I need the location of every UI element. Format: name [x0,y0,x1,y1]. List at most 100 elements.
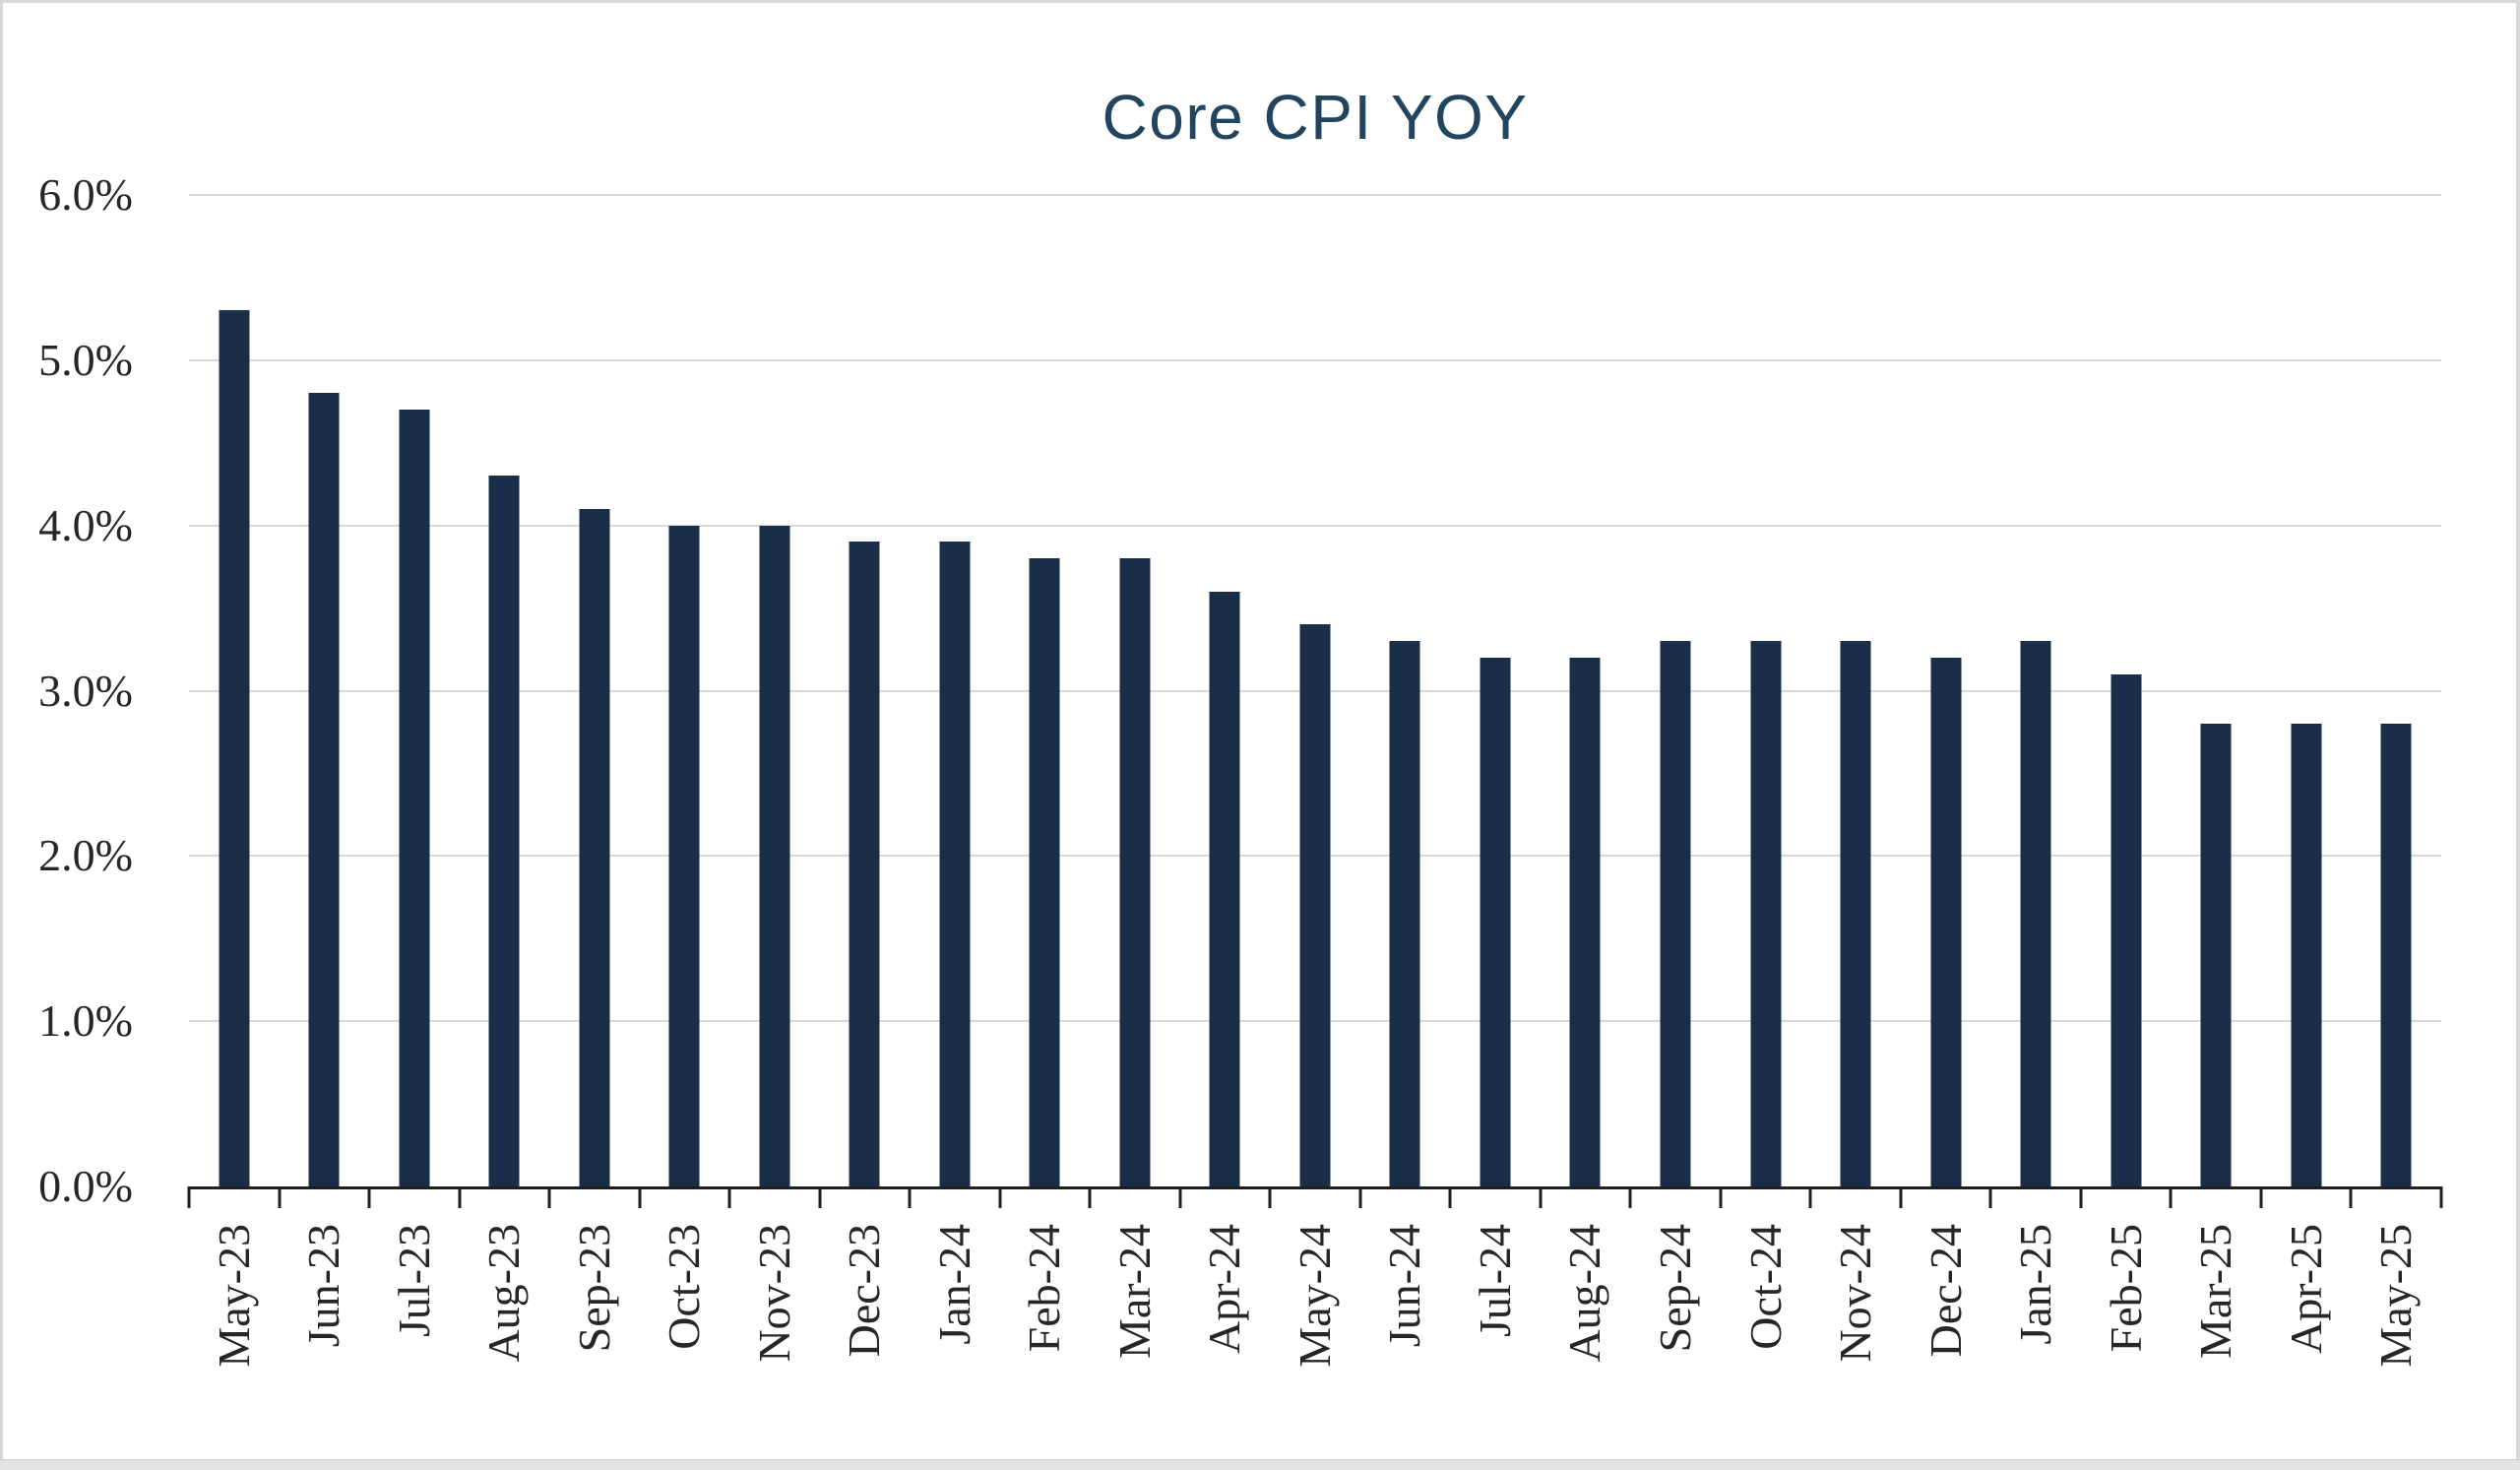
bar-Mar-25 [2200,724,2232,1186]
x-axis-tick-label: Jun-24 [1379,1224,1430,1348]
x-axis-tick-label: Mar-24 [1108,1224,1160,1360]
bar-Jun-23 [308,393,340,1186]
bar-Dec-24 [1930,657,1962,1186]
bar-Sep-23 [579,508,610,1186]
x-axis-tick-mark [727,1186,731,1208]
x-axis-tick-label: Nov-23 [748,1224,799,1363]
category-slot: Feb-24 [1000,195,1091,1352]
bar-Jul-24 [1480,657,1511,1186]
x-axis-tick-label: May-24 [1289,1224,1340,1368]
category-slot: May-23 [189,195,280,1368]
x-axis-tick-mark [458,1186,462,1208]
gridline [189,524,2441,527]
category-slot: Jul-24 [1450,195,1541,1337]
category-slot: Jul-23 [369,195,460,1337]
x-axis-tick-mark [2439,1186,2443,1208]
chart-title: Core CPI YOY [1102,82,1529,153]
bar-Mar-24 [1119,558,1151,1186]
category-slot: Sep-23 [549,195,640,1352]
y-axis-tick-label: 3.0% [38,665,133,716]
x-axis-tick-mark [1268,1186,1272,1208]
x-axis-tick-label: Jun-23 [298,1224,349,1348]
x-axis-tick-label: May-25 [2370,1224,2422,1368]
x-axis-tick-mark [1178,1186,1182,1208]
category-slot: Apr-25 [2261,195,2352,1354]
x-axis-tick-mark [1808,1186,1812,1208]
category-slot: May-25 [2351,195,2441,1368]
bar-Nov-24 [1840,641,1871,1186]
bar-Jan-25 [2020,641,2051,1186]
y-axis-tick-label: 4.0% [38,499,133,550]
x-axis-tick-mark [1628,1186,1632,1208]
bar-Nov-23 [759,525,790,1186]
x-axis-tick-label: Apr-25 [2280,1224,2331,1354]
category-slot: Mar-25 [2171,195,2261,1359]
category-slot: Apr-24 [1180,195,1271,1354]
bar-Apr-24 [1209,591,1240,1186]
x-axis-tick-mark [818,1186,822,1208]
category-slot: Nov-23 [729,195,820,1363]
bar-Oct-23 [668,525,700,1186]
bar-Aug-23 [488,476,520,1186]
bar-Jul-23 [399,410,430,1186]
x-axis-tick-label: Jan-24 [928,1224,979,1345]
y-axis-tick-label: 2.0% [38,830,133,881]
x-axis-line [189,1186,2441,1189]
bars-layer: May-23 Jun-23 Jul-23 Aug-23 Sep-23 Oct-23 Nov-… [189,195,2441,1368]
x-axis-tick-mark [1088,1186,1092,1208]
x-axis-tick-mark [1719,1186,1723,1208]
bar-Jun-24 [1389,641,1420,1186]
x-axis-tick-label: Oct-24 [1739,1224,1791,1350]
bar-Sep-24 [1660,641,1691,1186]
category-slot: Feb-25 [2081,195,2172,1352]
x-axis-tick-label: Dec-23 [839,1224,890,1358]
category-slot: Jun-23 [280,195,370,1347]
bar-May-24 [1299,624,1331,1186]
x-axis-tick-label: Apr-24 [1199,1224,1250,1354]
bar-Apr-25 [2291,724,2322,1186]
x-axis-tick-label: Jul-23 [388,1224,439,1337]
category-slot: May-24 [1270,195,1360,1368]
category-slot: Jan-24 [910,195,1000,1345]
frame-left-edge [0,0,3,1470]
y-axis-tick-label: 0.0% [38,1161,133,1211]
x-axis-tick-label: Sep-23 [568,1224,619,1353]
x-axis-tick-label: Dec-24 [1920,1224,1971,1358]
category-slot: Dec-24 [1901,195,1991,1357]
x-axis-tick-label: Aug-24 [1559,1224,1610,1363]
category-slot: Jun-24 [1360,195,1451,1347]
x-axis-tick-mark [1988,1186,1992,1208]
x-axis-tick-mark [547,1186,551,1208]
x-axis-tick-mark [1539,1186,1543,1208]
gridline [189,194,2441,196]
x-axis-tick-mark [278,1186,282,1208]
bar-May-23 [219,310,250,1186]
category-slot: Sep-24 [1630,195,1721,1352]
x-axis-tick-label: Feb-25 [2100,1224,2151,1353]
y-axis-tick-label: 5.0% [38,334,133,385]
bar-May-25 [2380,724,2412,1186]
category-slot: Oct-23 [640,195,730,1350]
category-slot: Nov-24 [1810,195,1901,1363]
category-slot: Oct-24 [1721,195,1811,1350]
bar-Jan-24 [939,542,971,1186]
x-axis-tick-label: Jul-24 [1469,1224,1520,1337]
frame-right-edge [2516,0,2520,1470]
bar-Feb-25 [2110,673,2142,1186]
x-axis-tick-mark [2259,1186,2263,1208]
x-axis-tick-label: Feb-24 [1019,1224,1070,1353]
x-axis-tick-mark [638,1186,642,1208]
x-axis-tick-mark [998,1186,1002,1208]
x-axis-tick-label: Jan-25 [2010,1224,2061,1345]
bar-Dec-23 [849,542,880,1186]
x-axis-tick-mark [367,1186,371,1208]
x-axis-tick-mark [1899,1186,1903,1208]
x-axis-tick-label: May-23 [208,1224,259,1368]
x-axis-tick-mark [1358,1186,1362,1208]
x-axis-tick-label: Mar-25 [2190,1224,2241,1360]
x-axis-tick-mark [1448,1186,1452,1208]
bar-Oct-24 [1750,641,1782,1186]
bar-Feb-24 [1029,558,1060,1186]
y-axis-tick-label: 6.0% [38,169,133,220]
